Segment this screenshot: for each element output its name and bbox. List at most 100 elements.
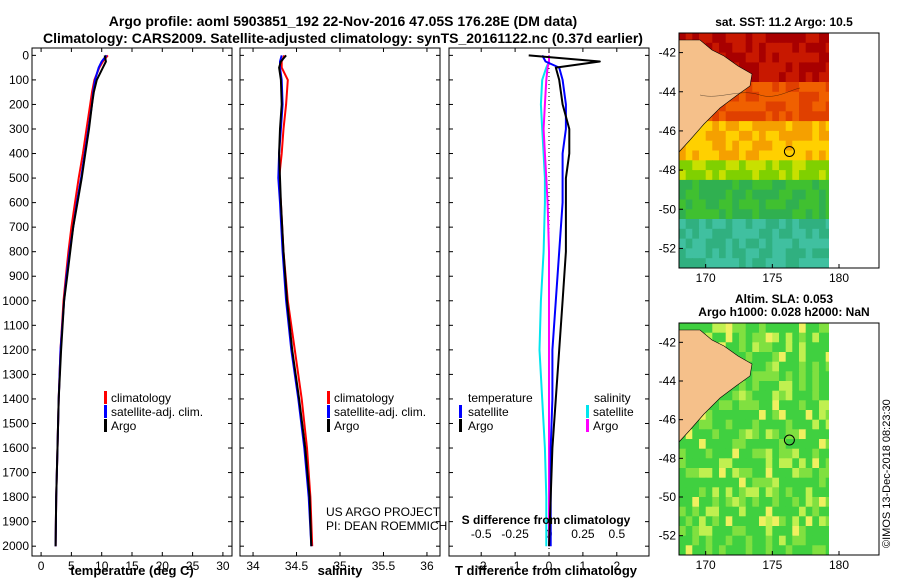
map-cell bbox=[699, 248, 707, 259]
map-cell bbox=[692, 506, 700, 517]
map-cell bbox=[745, 150, 753, 161]
map-cell bbox=[805, 506, 813, 517]
map-cell bbox=[759, 130, 767, 142]
map-cell bbox=[792, 419, 800, 430]
map-cell bbox=[759, 140, 767, 152]
map-cell bbox=[679, 468, 687, 479]
map-cell bbox=[819, 419, 827, 430]
map-cell bbox=[819, 130, 827, 142]
map-cell bbox=[792, 238, 800, 249]
map-cell bbox=[705, 199, 713, 210]
map-cell bbox=[772, 238, 780, 249]
credit-project: US ARGO PROJECT bbox=[326, 505, 441, 519]
map-cell bbox=[725, 535, 733, 546]
map-cell bbox=[725, 516, 733, 527]
map-cell bbox=[765, 150, 773, 161]
map-cell bbox=[725, 468, 733, 479]
map-cell bbox=[725, 497, 733, 508]
map-cell bbox=[765, 170, 773, 181]
map-cell bbox=[779, 429, 787, 440]
map-cell bbox=[812, 160, 820, 171]
map-cell bbox=[725, 410, 733, 421]
map-cell bbox=[772, 458, 780, 469]
map-cell bbox=[825, 150, 829, 161]
map-cell bbox=[679, 219, 687, 230]
map-cell bbox=[805, 419, 813, 430]
depth-tick-label: 500 bbox=[9, 171, 29, 185]
map-cell bbox=[792, 342, 800, 353]
map-cell bbox=[819, 219, 827, 230]
map-cell bbox=[825, 82, 829, 93]
map-cell bbox=[812, 545, 820, 555]
map-cell bbox=[805, 248, 813, 259]
map-cell bbox=[732, 323, 740, 334]
map-cell bbox=[732, 535, 740, 546]
map-cell bbox=[699, 439, 707, 450]
map-cell bbox=[745, 62, 753, 73]
map-cell bbox=[785, 91, 793, 103]
map-cell bbox=[752, 189, 760, 201]
map-cell bbox=[799, 209, 807, 220]
map-cell bbox=[745, 458, 753, 469]
map-cell bbox=[739, 238, 747, 249]
map-cell bbox=[739, 487, 747, 498]
map-cell bbox=[812, 506, 820, 517]
map-cell bbox=[819, 238, 827, 249]
map-cell bbox=[792, 400, 800, 411]
map-cell bbox=[739, 419, 747, 430]
map-cell bbox=[779, 487, 787, 498]
map-cell bbox=[792, 91, 800, 103]
map-cell bbox=[819, 258, 827, 268]
map-cell bbox=[759, 535, 767, 546]
map-cell bbox=[805, 332, 813, 343]
map-cell bbox=[719, 42, 727, 54]
map-cell bbox=[739, 52, 747, 63]
map-cell bbox=[805, 219, 813, 230]
map-cell bbox=[779, 238, 787, 249]
salinity-panel-frame bbox=[239, 47, 441, 557]
map-cell bbox=[679, 439, 687, 450]
map-cell bbox=[799, 545, 807, 555]
map-cell bbox=[759, 160, 767, 171]
sla-label: Altim. SLA: 0.053 bbox=[735, 292, 833, 306]
map-cell bbox=[719, 429, 727, 440]
map-cell bbox=[819, 352, 827, 363]
map-cell bbox=[732, 150, 740, 161]
map-cell bbox=[732, 52, 740, 63]
map-cell bbox=[825, 62, 829, 73]
map-cell bbox=[799, 199, 807, 210]
map-cell bbox=[712, 429, 720, 440]
profile-series bbox=[54, 54, 601, 547]
map-cell bbox=[752, 506, 760, 517]
map-cell bbox=[799, 42, 807, 54]
map-cell bbox=[732, 458, 740, 469]
map-cell bbox=[692, 170, 700, 181]
map-cell bbox=[799, 33, 807, 44]
map-cell bbox=[739, 545, 747, 555]
map-cell bbox=[759, 381, 767, 392]
x-tick-label: 15 bbox=[125, 559, 139, 573]
map-cell bbox=[752, 179, 760, 191]
map-cell bbox=[745, 332, 753, 343]
map-cell bbox=[799, 497, 807, 508]
map-cell bbox=[732, 429, 740, 440]
x-tick-label: 34 bbox=[246, 559, 260, 573]
map-cell bbox=[739, 228, 747, 240]
map-cell bbox=[779, 458, 787, 469]
map-cell bbox=[752, 487, 760, 498]
map-cell bbox=[792, 33, 800, 44]
map-cell bbox=[799, 258, 807, 268]
map-cell bbox=[705, 477, 713, 488]
map-cell bbox=[779, 170, 787, 181]
map-cell bbox=[799, 410, 807, 421]
title-line-1: Argo profile: aoml 5903851_192 22-Nov-20… bbox=[109, 13, 577, 29]
map-cell bbox=[699, 526, 707, 537]
map-cell bbox=[765, 477, 773, 488]
map-cell bbox=[805, 439, 813, 450]
map-cell bbox=[825, 545, 829, 555]
map-cell bbox=[792, 189, 800, 201]
map-cell bbox=[805, 323, 813, 334]
map-cell bbox=[745, 419, 753, 430]
map-cell bbox=[792, 121, 800, 132]
map-cell bbox=[732, 400, 740, 411]
